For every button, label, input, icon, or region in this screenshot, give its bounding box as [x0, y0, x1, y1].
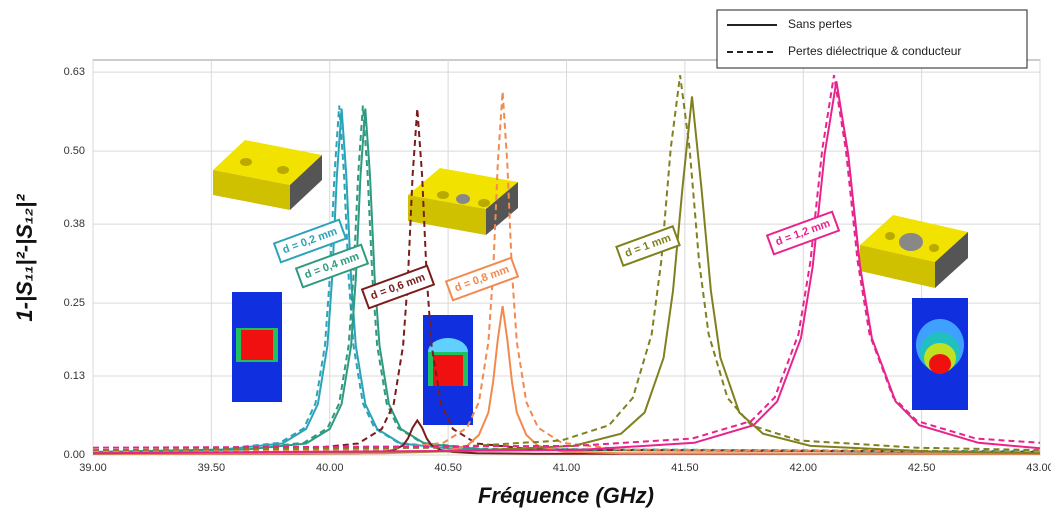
x-tick-label: 42.50 — [908, 462, 936, 474]
y-tick-label: 0.25 — [64, 297, 85, 309]
x-axis-label: Fréquence (GHz) — [478, 483, 654, 508]
series-annotation: d = 0,2 mm — [272, 218, 348, 264]
series-annotation: d = 0,8 mm — [444, 256, 520, 302]
y-tick-label: 0.63 — [64, 66, 85, 78]
y-tick-label: 0.38 — [64, 218, 85, 230]
curve-lossy — [92, 105, 1041, 453]
x-tick-label: 40.00 — [316, 462, 344, 474]
field-map-1 — [232, 292, 282, 402]
annotation-box — [765, 210, 841, 256]
field-map-2 — [423, 315, 473, 425]
series-annotation: d = 0,6 mm — [360, 264, 436, 310]
y-tick-label: 0.00 — [64, 449, 85, 461]
x-tick-label: 42.00 — [789, 462, 817, 474]
legend: Sans pertes Pertes diélectrique & conduc… — [716, 9, 1028, 69]
y-axis-label: 1-|S₁₁|²-|S₁₂|² — [12, 194, 37, 322]
annotation-box — [615, 225, 681, 267]
curves — [92, 75, 1041, 455]
inset-block-3 — [860, 215, 968, 288]
annotation-box — [272, 218, 348, 264]
curve-lossless — [92, 108, 1041, 453]
y-tick-label: 0.50 — [64, 145, 85, 157]
annotation-box — [360, 264, 436, 310]
x-tick-label: 39.00 — [79, 462, 107, 474]
curve-lossy — [92, 75, 1041, 449]
curve-lossy — [92, 105, 1041, 453]
x-tick-label: 41.00 — [553, 462, 581, 474]
field-map-3 — [912, 298, 968, 410]
y-tick-label: 0.13 — [64, 370, 85, 382]
inset-block-2 — [408, 168, 518, 235]
curve-lossless — [92, 81, 1041, 455]
legend-box — [716, 9, 1028, 69]
curve-lossy — [92, 108, 1041, 453]
inset-block-1 — [213, 140, 322, 210]
curve-lossy — [92, 75, 1041, 452]
x-tick-label: 39.50 — [198, 462, 226, 474]
x-tick-label: 40.50 — [434, 462, 462, 474]
curve-lossless — [92, 96, 1041, 455]
annotation-box — [294, 243, 370, 289]
insets — [213, 140, 968, 425]
x-tick-label: 43.00 — [1026, 462, 1051, 474]
x-tick-label: 41.50 — [671, 462, 699, 474]
legend-label: Pertes diélectrique & conducteur — [788, 44, 961, 58]
annotation-box — [444, 256, 520, 302]
annotations: d = 0,2 mmd = 0,4 mmd = 0,6 mm d = 0,8 mm… — [272, 210, 841, 310]
legend-label: Sans pertes — [788, 17, 852, 31]
